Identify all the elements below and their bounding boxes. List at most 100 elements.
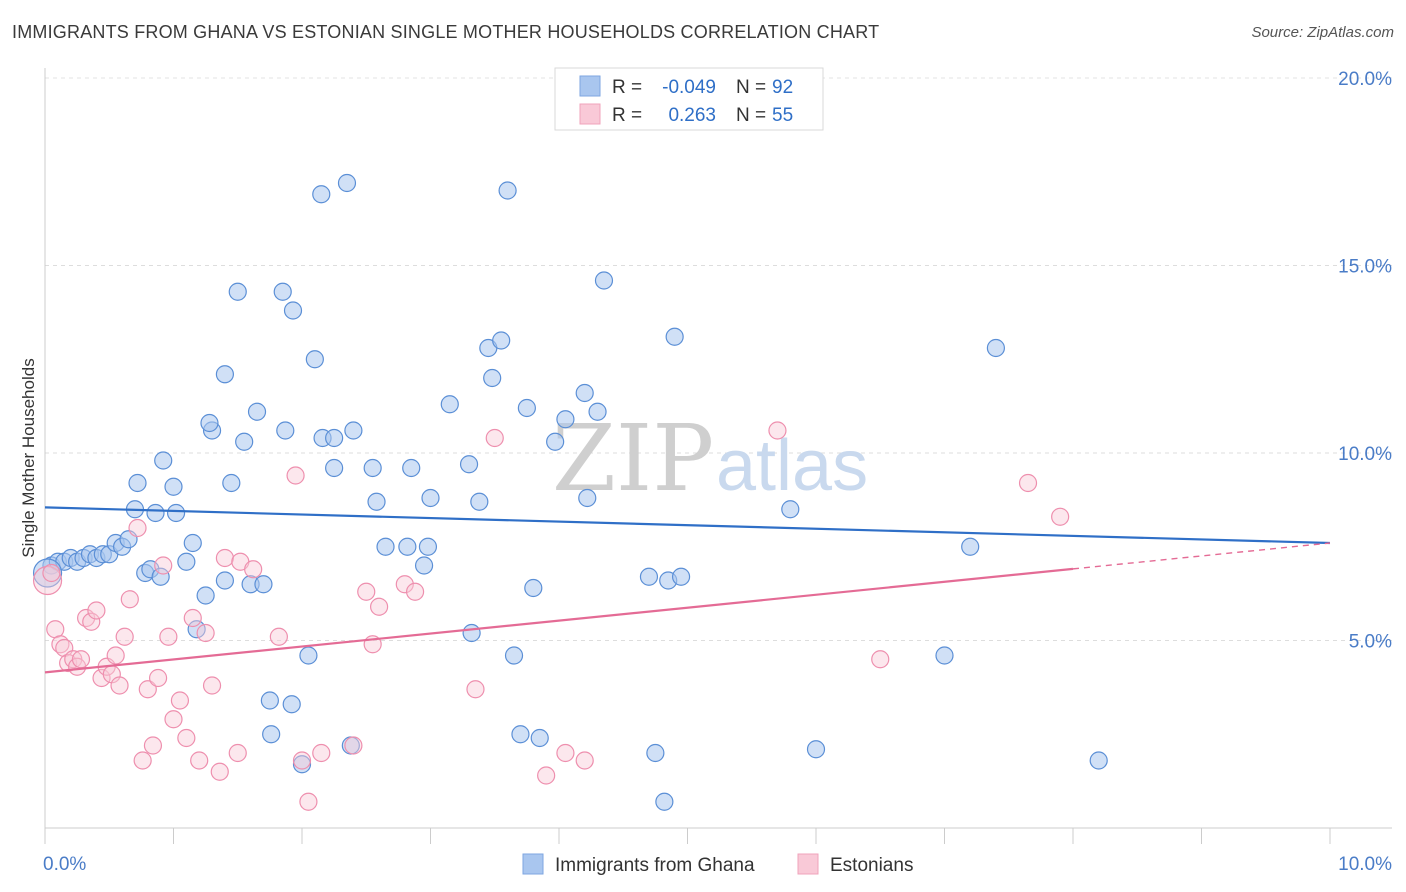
legend-n-label-2: N =	[736, 105, 766, 126]
estonians-point	[299, 792, 318, 811]
estonians-point	[82, 612, 101, 631]
source-credit: Source: ZipAtlas.com	[1251, 24, 1394, 41]
estonians-point	[768, 421, 787, 440]
estonians-point	[344, 736, 363, 755]
estonians-point	[120, 590, 139, 609]
ghana-point	[344, 421, 363, 440]
trend-lines-layer	[44, 506, 1331, 674]
ghana-point	[254, 575, 273, 594]
legend-r-label-1: R =	[612, 77, 642, 98]
legend-swatch-estonians	[579, 103, 601, 125]
y-axis-label: Single Mother Households	[19, 358, 38, 557]
estonians-point	[228, 743, 247, 763]
ghana-point	[222, 473, 241, 493]
ghana-trend-line	[44, 506, 1331, 545]
legend-n-value-1: 92	[772, 77, 793, 98]
ghana-point	[363, 458, 382, 478]
ghana-point	[418, 537, 438, 556]
estonians-point	[92, 668, 111, 688]
ghana-point	[312, 185, 331, 204]
ghana-point	[575, 383, 594, 403]
estonians-point	[395, 575, 414, 594]
estonians-point	[138, 680, 157, 699]
ghana-point	[260, 691, 279, 710]
ghana-point	[646, 743, 665, 763]
estonians-point	[143, 736, 163, 755]
ghana-point	[228, 282, 247, 301]
estonians-trend-line-extension	[1072, 542, 1331, 570]
ghana-point	[546, 432, 565, 451]
ghana-point	[665, 327, 684, 346]
estonians-point	[485, 428, 504, 448]
ghana-point	[462, 623, 481, 643]
y-tick-label: 15.0%	[1338, 257, 1392, 278]
estonians-point	[1018, 473, 1038, 493]
estonians-point	[215, 548, 234, 568]
estonians-point	[183, 608, 202, 628]
ghana-point	[146, 503, 165, 523]
estonians-point	[202, 676, 222, 695]
legend-r-value-1: -0.049	[662, 77, 716, 98]
estonians-point	[42, 563, 61, 583]
estonians-point	[312, 743, 331, 763]
legend-r-label-2: R =	[612, 105, 642, 126]
estonians-point	[154, 556, 173, 575]
ghana-point	[215, 571, 234, 590]
ghana-point	[151, 567, 170, 586]
ghana-point	[511, 725, 530, 744]
estonians-point	[115, 627, 134, 646]
estonians-point	[466, 680, 485, 699]
estonians-point	[871, 650, 890, 669]
estonians-point	[71, 650, 91, 669]
ghana-point	[276, 421, 295, 440]
estonians-point	[133, 751, 152, 770]
ghana-point	[247, 402, 267, 421]
ghana-point	[671, 567, 691, 586]
estonians-point	[148, 668, 168, 688]
ghana-point	[183, 533, 202, 553]
series-legend: Immigrants from Ghana Estonians	[522, 853, 913, 876]
ghana-point	[524, 578, 543, 598]
ghana-point	[470, 492, 489, 511]
bottom-legend-swatch-ghana	[522, 853, 544, 875]
ghana-point	[498, 181, 517, 200]
ghana-point	[459, 455, 479, 474]
legend-swatch-ghana	[579, 75, 601, 97]
estonians-point	[210, 762, 229, 781]
watermark-atlas: atlas	[716, 426, 868, 506]
estonians-point	[1051, 507, 1070, 526]
watermark-zip: ZIP	[552, 405, 714, 512]
ghana-point	[402, 458, 421, 478]
ghana-point	[32, 558, 63, 588]
estonians-point	[170, 691, 190, 710]
ghana-point	[517, 398, 536, 418]
ghana-point	[594, 271, 614, 290]
y-tick-label: 20.0%	[1338, 69, 1392, 90]
estonians-point	[164, 710, 183, 729]
ghana-point	[421, 488, 440, 508]
watermark: ZIP atlas	[552, 405, 868, 512]
estonians-point	[556, 743, 575, 763]
ghana-point	[325, 428, 344, 448]
ghana-point	[262, 725, 281, 744]
axes-layer: 5.0% 10.0% 15.0% 20.0% 0.0% 10.0%	[43, 68, 1392, 875]
ghana-point	[806, 740, 826, 759]
ghana-point	[504, 646, 524, 665]
ghana-point	[367, 492, 386, 511]
ghana-point	[282, 695, 301, 714]
ghana-point	[414, 556, 434, 575]
estonians-point	[106, 646, 125, 665]
ghana-point	[196, 586, 215, 605]
ghana-point	[299, 646, 318, 665]
chart-title: IMMIGRANTS FROM GHANA VS ESTONIAN SINGLE…	[12, 22, 880, 42]
ghana-point	[215, 365, 234, 384]
bottom-legend-label-ghana: Immigrants from Ghana	[555, 855, 755, 876]
ghana-point	[556, 410, 575, 429]
ghana-point	[154, 451, 173, 470]
ghana-point	[376, 537, 395, 556]
points-layer	[32, 173, 1108, 811]
legend-r-value-2: 0.263	[668, 105, 716, 126]
ghana-point	[440, 395, 459, 414]
ghana-point	[986, 338, 1006, 358]
